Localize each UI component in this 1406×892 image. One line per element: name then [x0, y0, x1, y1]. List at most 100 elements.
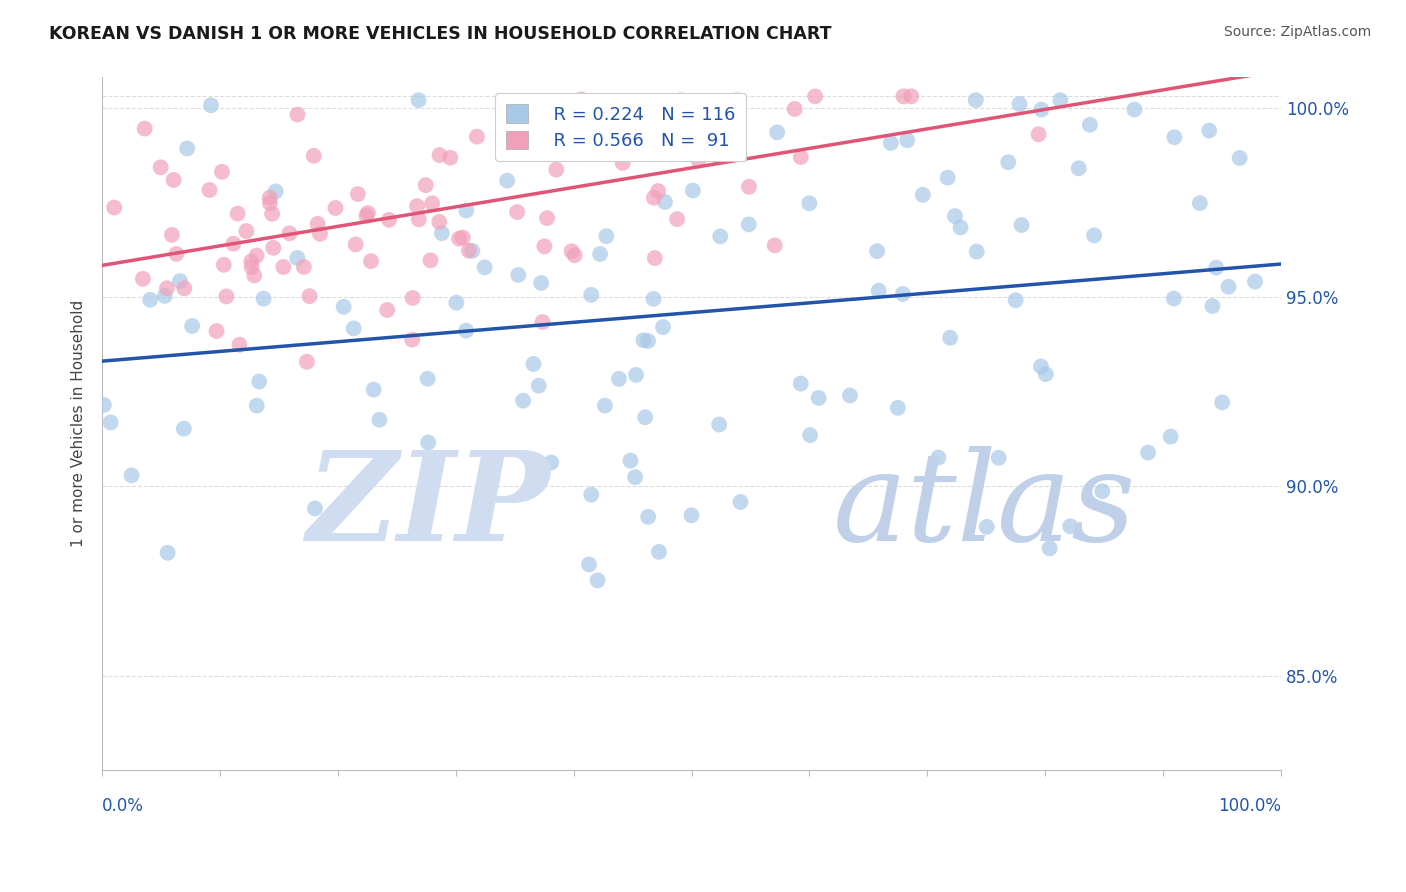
Point	[783, 102, 806, 116]
Point	[561, 244, 583, 259]
Point	[540, 455, 562, 469]
Text: Source: ZipAtlas.com: Source: ZipAtlas.com	[1223, 25, 1371, 39]
Point	[156, 546, 179, 560]
Point	[643, 191, 665, 205]
Point	[966, 244, 988, 259]
Point	[578, 558, 600, 572]
Point	[581, 136, 603, 151]
Point	[688, 153, 710, 168]
Point	[652, 320, 675, 334]
Point	[245, 249, 267, 263]
Point	[259, 191, 281, 205]
Point	[451, 230, 474, 244]
Point	[1160, 429, 1182, 443]
Point	[1218, 279, 1240, 293]
Point	[526, 145, 548, 160]
Point	[997, 155, 1019, 169]
Point	[457, 244, 479, 258]
Point	[418, 435, 440, 450]
Point	[709, 417, 731, 432]
Point	[790, 376, 813, 391]
Point	[891, 286, 914, 301]
Point	[456, 203, 478, 218]
Point	[461, 244, 484, 258]
Point	[121, 468, 143, 483]
Point	[200, 98, 222, 112]
Point	[465, 129, 488, 144]
Point	[402, 291, 425, 305]
Point	[165, 247, 187, 261]
Point	[429, 148, 451, 162]
Point	[262, 241, 284, 255]
Point	[243, 268, 266, 283]
Point	[103, 201, 125, 215]
Point	[595, 229, 617, 244]
Point	[1137, 445, 1160, 459]
Point	[799, 428, 821, 442]
Point	[527, 378, 550, 392]
Point	[543, 123, 565, 137]
Point	[531, 315, 554, 329]
Point	[420, 196, 443, 211]
Point	[347, 187, 370, 202]
Point	[1067, 161, 1090, 176]
Point	[378, 212, 401, 227]
Point	[799, 196, 821, 211]
Point	[506, 205, 529, 219]
Point	[416, 372, 439, 386]
Point	[344, 237, 367, 252]
Point	[169, 274, 191, 288]
Point	[273, 260, 295, 274]
Point	[804, 89, 827, 103]
Point	[633, 333, 655, 347]
Point	[162, 173, 184, 187]
Point	[965, 93, 987, 107]
Text: ZIP: ZIP	[307, 446, 550, 567]
Point	[360, 254, 382, 268]
Point	[1163, 292, 1185, 306]
Point	[160, 227, 183, 242]
Point	[363, 383, 385, 397]
Point	[581, 288, 603, 302]
Point	[401, 333, 423, 347]
Point	[240, 260, 263, 274]
Text: 100.0%: 100.0%	[1218, 797, 1281, 814]
Point	[226, 206, 249, 220]
Point	[669, 93, 692, 107]
Point	[368, 413, 391, 427]
Point	[357, 206, 380, 220]
Point	[976, 520, 998, 534]
Point	[1049, 93, 1071, 107]
Point	[766, 125, 789, 139]
Point	[100, 416, 122, 430]
Point	[295, 355, 318, 369]
Legend:   R = 0.224   N = 116,   R = 0.566   N =  91: R = 0.224 N = 116, R = 0.566 N = 91	[495, 94, 747, 161]
Point	[1039, 541, 1062, 556]
Point	[936, 170, 959, 185]
Point	[173, 281, 195, 295]
Point	[1059, 519, 1081, 533]
Point	[153, 289, 176, 303]
Point	[522, 357, 544, 371]
Point	[707, 150, 730, 164]
Point	[530, 276, 553, 290]
Point	[866, 244, 889, 259]
Point	[134, 121, 156, 136]
Point	[356, 209, 378, 223]
Point	[612, 156, 634, 170]
Point	[332, 300, 354, 314]
Point	[581, 488, 603, 502]
Point	[634, 410, 657, 425]
Point	[654, 194, 676, 209]
Point	[668, 146, 690, 161]
Point	[1229, 151, 1251, 165]
Point	[304, 501, 326, 516]
Point	[583, 134, 606, 148]
Text: 0.0%: 0.0%	[103, 797, 143, 814]
Point	[619, 453, 641, 467]
Point	[893, 89, 915, 103]
Point	[943, 209, 966, 223]
Point	[278, 227, 301, 241]
Point	[1163, 130, 1185, 145]
Point	[896, 133, 918, 147]
